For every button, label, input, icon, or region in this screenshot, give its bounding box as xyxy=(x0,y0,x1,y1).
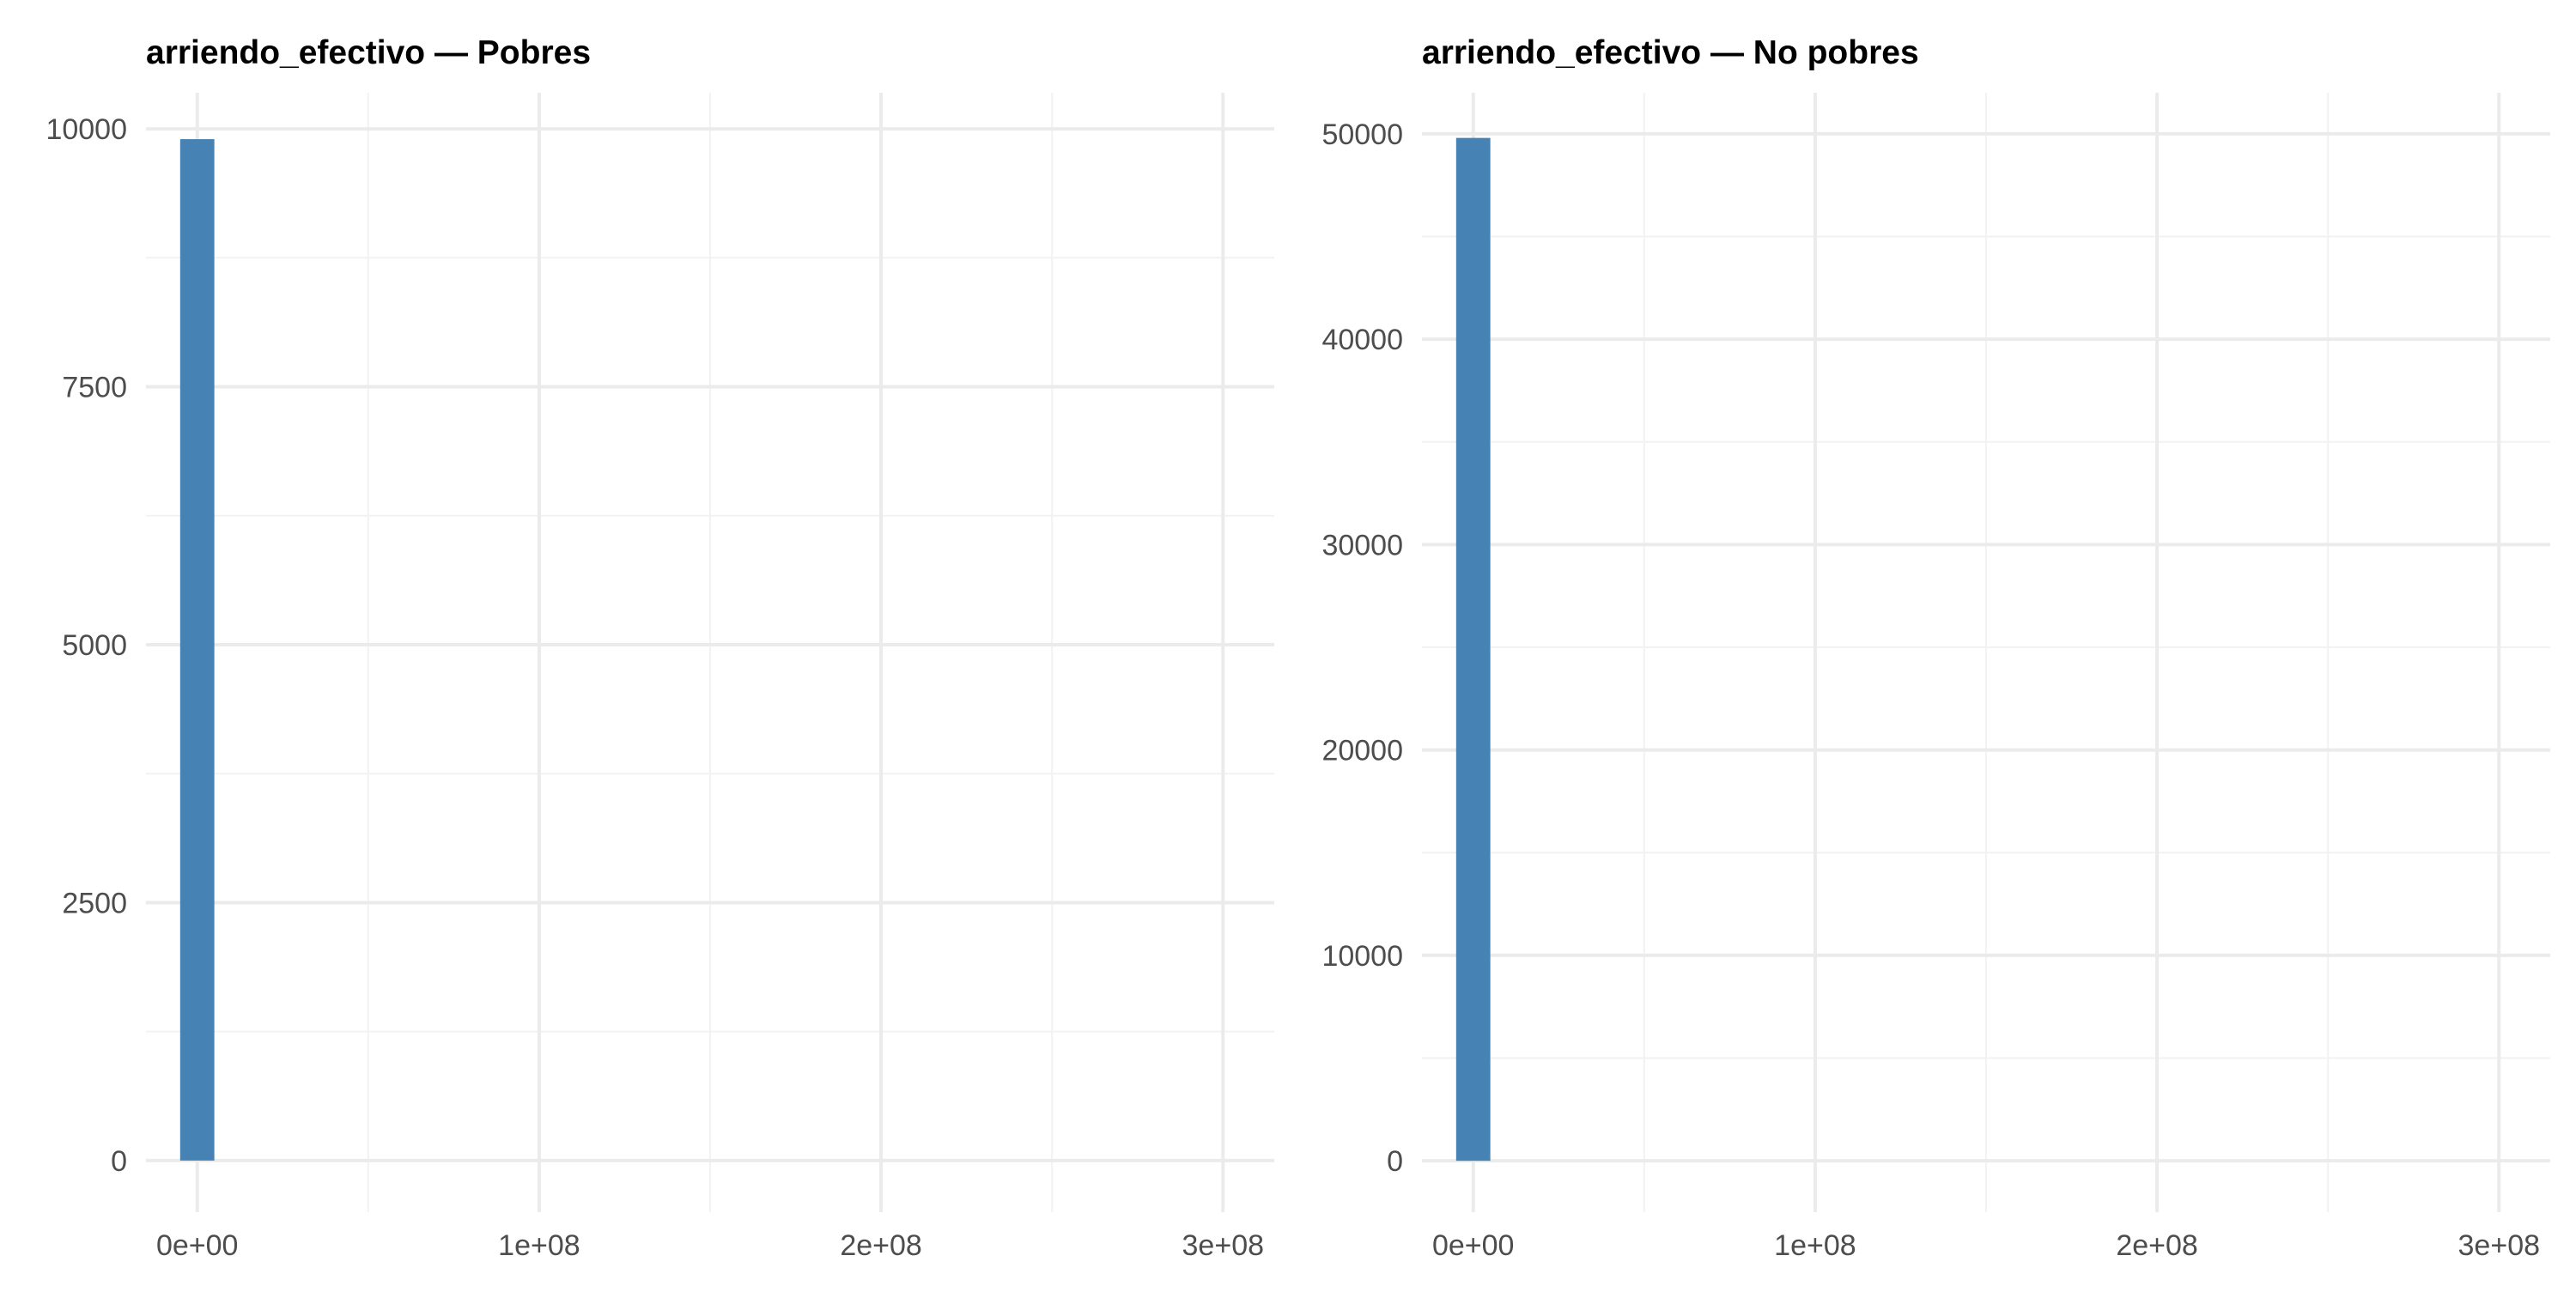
histogram-bar xyxy=(179,139,215,1161)
x-tick-label: 1e+08 xyxy=(498,1229,580,1262)
x-tick-label: 0e+00 xyxy=(156,1229,239,1262)
x-tick-label: 1e+08 xyxy=(1774,1229,1856,1262)
bars xyxy=(179,139,215,1161)
x-axis-ticks: 0e+00 1e+08 2e+08 3e+08 xyxy=(1432,1229,2540,1262)
y-tick-label: 20000 xyxy=(1321,735,1403,767)
panel-pobres: arriendo_efectivo — Pobres 0 2500 5000 7500… xyxy=(46,34,1274,1262)
panel-title: arriendo_efectivo — Pobres xyxy=(146,34,591,71)
y-tick-label: 0 xyxy=(1387,1145,1403,1178)
y-tick-label: 10000 xyxy=(1321,940,1403,973)
x-tick-label: 2e+08 xyxy=(840,1229,922,1262)
x-tick-label: 3e+08 xyxy=(1182,1229,1265,1262)
y-tick-label: 5000 xyxy=(62,629,127,662)
y-tick-label: 10000 xyxy=(46,113,127,146)
y-tick-label: 30000 xyxy=(1321,529,1403,561)
x-axis-ticks: 0e+00 1e+08 2e+08 3e+08 xyxy=(156,1229,1264,1262)
x-tick-label: 0e+00 xyxy=(1432,1229,1515,1262)
y-tick-label: 50000 xyxy=(1321,118,1403,151)
y-tick-label: 2500 xyxy=(62,887,127,919)
x-tick-label: 2e+08 xyxy=(2116,1229,2198,1262)
y-tick-label: 0 xyxy=(111,1145,127,1178)
y-tick-label: 7500 xyxy=(62,372,127,404)
y-tick-label: 40000 xyxy=(1321,324,1403,356)
y-axis-ticks: 0 10000 20000 30000 40000 50000 xyxy=(1321,118,1403,1178)
histogram-bar xyxy=(1455,137,1491,1162)
y-axis-ticks: 0 2500 5000 7500 10000 xyxy=(46,113,127,1178)
panel-title: arriendo_efectivo — No pobres xyxy=(1422,34,1919,71)
x-tick-label: 3e+08 xyxy=(2458,1229,2541,1262)
panel-no-pobres: arriendo_efectivo — No pobres 0 10000 2000… xyxy=(1321,34,2550,1262)
bars xyxy=(1455,137,1491,1162)
